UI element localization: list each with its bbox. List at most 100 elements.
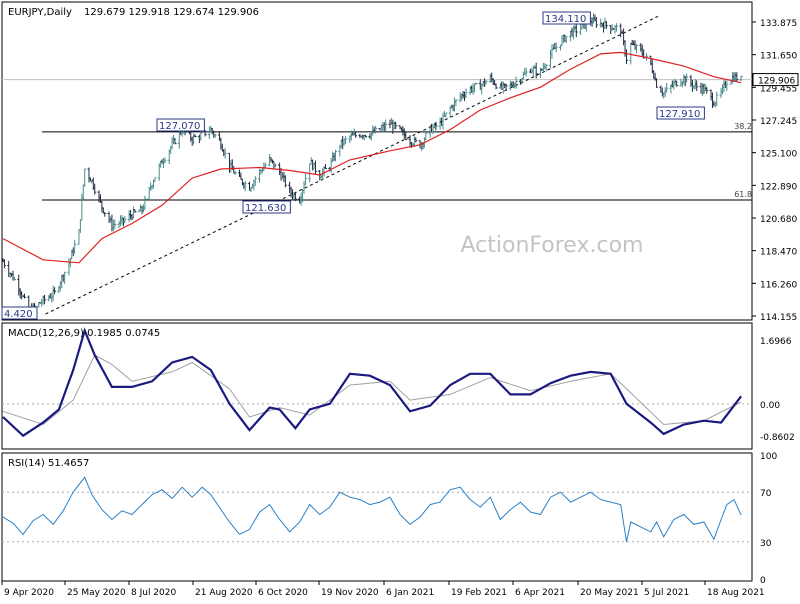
price-bar [394,121,398,130]
x-tick-label: 9 Apr 2020 [4,588,54,598]
price-tick-label: 133.875 [760,19,797,29]
price-bar [153,177,157,182]
price-bar [243,180,247,192]
price-bar [253,176,257,187]
price-bar [504,83,508,91]
price-bar [454,99,458,107]
watermark-text: ActionForex.com [461,233,644,258]
price-bar [534,62,538,79]
rsi-panel-frame [1,452,753,582]
price-bar [739,75,743,82]
rsi-tick-label: 100 [760,452,777,462]
price-bars-layer [1,13,743,314]
x-tick-label: 18 Aug 2021 [707,588,765,598]
macd-tick-label: 1.6966 [760,337,792,347]
fib-label-1: 61.8 [734,190,752,199]
rsi-tick-label: 70 [760,489,772,499]
price-bar [73,239,77,254]
price-bar [354,131,358,138]
x-tick-label: 6 Apr 2021 [515,588,565,598]
price-bar [564,36,568,43]
rsi-tick-label: 0 [760,576,766,586]
price-bar [93,183,97,195]
price-bar [83,168,87,187]
x-tick-label: 6 Oct 2020 [258,588,308,598]
x-tick-label: 21 Aug 2020 [195,588,253,598]
price-bar [313,160,317,175]
price-bar [133,209,137,213]
symbol-label: EURJPY,Daily [8,7,72,18]
price-bar [604,21,608,29]
indicator-lines-layer [2,51,742,542]
macd-line [2,327,742,438]
price-bar [524,67,528,77]
price-bar [414,137,418,143]
price-bar [303,173,307,186]
price-bar [629,42,633,65]
x-tick-label: 19 Feb 2021 [451,588,507,598]
price-tick-label: 127.245 [760,117,797,127]
price-tick-label: 120.680 [760,215,797,225]
price-bar [675,80,679,87]
price-bar [323,164,327,170]
price-bar [614,23,618,32]
price-bar [705,86,709,94]
x-tick-label: 5 Jul 2021 [644,588,689,598]
annotation-box [1,306,38,320]
price-bar [193,134,197,138]
price-bar [53,287,57,295]
x-tick-label: 19 Nov 2020 [321,588,379,598]
price-bar [263,162,267,169]
fib-label-0: 38.2 [734,122,752,131]
macd-signal-line [2,354,742,426]
price-bar [434,121,438,131]
price-bar [2,259,6,269]
price-bar [384,119,388,132]
price-bar [544,64,548,72]
price-bar [283,175,287,188]
price-panel-frame [1,1,753,321]
rsi-label: RSI(14) 51.4657 [8,458,89,469]
price-bar [594,17,598,28]
price-bar [213,133,217,139]
annotation-label: 134.110 [545,14,586,25]
price-bar [293,191,297,202]
x-tick-label: 20 May 2021 [580,588,639,598]
price-bar [494,83,498,90]
price-bar [233,170,237,175]
ohlc-label: 129.679 129.918 129.674 129.906 [84,7,259,18]
annotation-label: 127.910 [659,109,700,120]
current-price-box [752,73,799,87]
price-tick-label: 131.650 [760,52,797,62]
price-bar [364,134,368,138]
price-tick-label: 116.260 [760,280,797,290]
moving-average-line [2,51,742,264]
price-bar [12,276,16,281]
price-bar [735,72,739,82]
annotation-label: 127.070 [159,121,200,132]
price-bar [374,125,378,134]
annotation-label: 4.420 [4,309,33,320]
price-bar [334,149,338,162]
price-bar [404,131,408,141]
price-tick-label: 129.455 [760,84,797,94]
price-bar [223,148,227,159]
price-bar [695,80,699,91]
price-bar [103,212,107,217]
price-bar [43,294,47,305]
price-bar [173,138,177,145]
price-bar [163,157,167,164]
current-price-label: 129.906 [758,77,795,87]
price-tick-label: 118.470 [760,248,797,258]
price-bar [474,82,478,85]
trendline [45,15,660,315]
price-bar [685,73,689,83]
price-tick-label: 114.155 [760,313,797,323]
price-bar [554,42,558,53]
price-bar [22,293,26,299]
annotation-layer: 134.110 127.070 121.630 127.910 4.420 [1,11,705,320]
annotation-box [242,200,291,214]
price-bar [444,112,448,118]
x-tick-label: 8 Jul 2020 [131,588,176,598]
macd-tick-label: 0.00 [760,401,780,411]
